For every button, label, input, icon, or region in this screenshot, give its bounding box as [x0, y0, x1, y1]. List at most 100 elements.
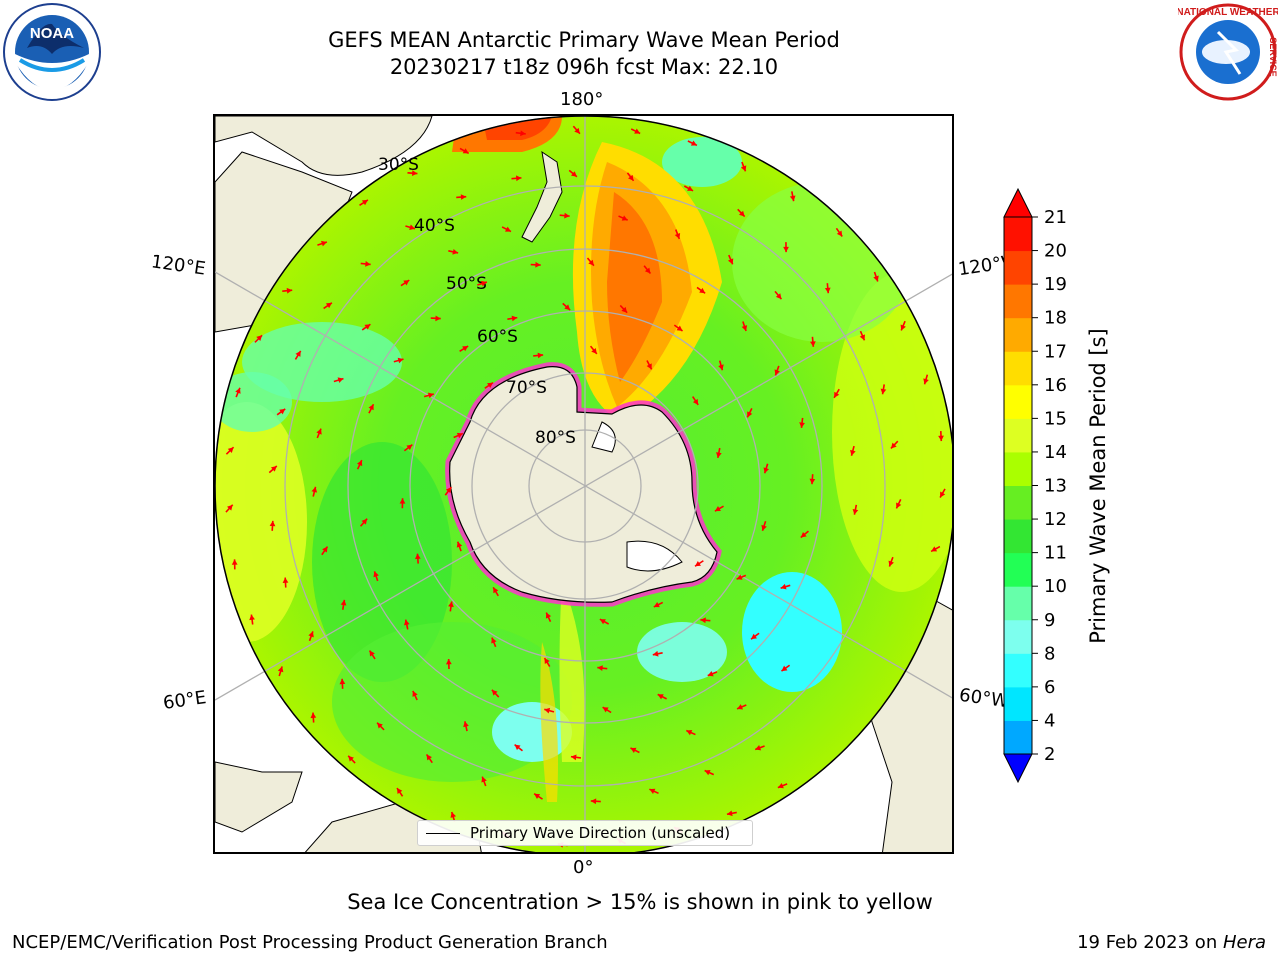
wave-arrow-head [231, 559, 238, 565]
wave-arrow-head [780, 583, 787, 590]
wave-arrow-head [322, 546, 328, 553]
colorbar-block [1004, 317, 1032, 352]
wave-arrow-head [574, 127, 580, 134]
lat-label-60s: 60°S [477, 327, 518, 347]
wave-arrow-head [774, 369, 780, 376]
wave-arrow-head [736, 574, 743, 580]
colorbar-block [1004, 250, 1032, 285]
wave-arrow-head [397, 357, 404, 364]
wave-arrow-head [511, 315, 518, 322]
colorbar-label: Primary Wave Mean Period [s] [1086, 328, 1110, 644]
graticule [215, 116, 952, 852]
wave-arrow-head [888, 560, 894, 567]
wave-arrow-head [406, 444, 413, 451]
wave-arrow-head [747, 411, 753, 418]
svg-text:SERVICE: SERVICE [1268, 37, 1278, 76]
wave-arrow-head [799, 422, 805, 428]
wave-arrow-head [462, 346, 469, 352]
lat-label-70s: 70°S [506, 378, 547, 398]
colorbar-block [1004, 653, 1032, 688]
colorbar-tick-label: 2 [1044, 744, 1055, 765]
colorbar-tick-label: 12 [1044, 509, 1067, 530]
wave-arrow-head [445, 658, 452, 665]
wave-arrow-head [356, 460, 363, 467]
lat-label-30s: 30°S [378, 155, 419, 175]
colorbar-block [1004, 451, 1032, 486]
wave-arrow-head [657, 694, 664, 700]
wave-arrow-head [644, 267, 651, 274]
colorbar-block [1004, 686, 1032, 721]
colorbar-tick-label: 15 [1044, 408, 1067, 429]
wave-arrow-head [707, 670, 714, 677]
colorbar-block [1004, 485, 1032, 520]
wave-arrow-head [700, 617, 706, 624]
wave-arrow-head [621, 306, 628, 313]
wave-arrow-head [940, 491, 946, 498]
wave-arrow-head [481, 776, 487, 783]
wave-arrow-head [850, 449, 856, 456]
colorbar-block [1004, 418, 1032, 453]
wave-arrow-head [369, 650, 375, 657]
wave-arrow-head [426, 754, 432, 761]
wave-arrow-head [692, 398, 699, 405]
chart-subtitle: 20230217 t18z 096h fcst Max: 22.10 [389, 55, 779, 79]
wave-arrow-head [487, 382, 494, 388]
colorbar-tick-label: 10 [1044, 576, 1067, 597]
map-legend: Primary Wave Direction (unscaled) [417, 820, 753, 846]
wave-arrow-head [460, 194, 467, 200]
wave-arrow-head [412, 690, 418, 697]
wave-arrow-head [859, 334, 865, 341]
wave-arrow-head [364, 324, 371, 330]
wave-arrow-head [365, 261, 371, 267]
wave-arrow-head [777, 782, 784, 789]
wave-arrow-head [310, 712, 317, 719]
svg-text:NATIONAL WEATHER: NATIONAL WEATHER [1178, 7, 1278, 18]
wave-arrow-head [320, 240, 327, 247]
wave-arrow-head [545, 612, 552, 619]
footer-date-text: 19 Feb 2023 on [1077, 932, 1223, 953]
wave-arrow-head [781, 665, 788, 672]
wave-arrow-head [714, 506, 721, 512]
wave-arrow-head [535, 261, 541, 268]
wave-arrow-head [809, 478, 816, 485]
wave-arrow-head [227, 504, 233, 511]
wave-arrow-head [348, 755, 354, 762]
noaa-logo: NOAA [3, 3, 101, 101]
wave-arrow-head [544, 658, 550, 665]
colorbar-block [1004, 284, 1032, 319]
wave-arrow-head [361, 199, 368, 206]
wave-arrow-head [339, 678, 346, 685]
wave-arrow-head [435, 315, 441, 322]
wave-arrow-head [726, 810, 733, 817]
wave-arrow-head [515, 175, 522, 182]
wave-arrow-head [900, 324, 906, 331]
wave-arrow-head [295, 350, 301, 357]
wave-arrow-head [628, 174, 634, 181]
wave-arrow-head [923, 378, 929, 385]
wave-arrow-head [399, 498, 406, 504]
lon-label-60e: 60°E [161, 687, 208, 714]
nws-logo: NATIONAL WEATHER SERVICE [1178, 3, 1278, 101]
wave-arrow-head [890, 442, 897, 449]
wave-arrow-head [931, 546, 938, 552]
wave-arrow-head [809, 341, 816, 347]
footer-credit: NCEP/EMC/Verification Post Processing Pr… [12, 932, 608, 953]
colorbar-max-arrow [1003, 187, 1033, 218]
wave-arrow-head [686, 730, 693, 736]
wave-arrow-head [704, 770, 711, 776]
wave-arrow-head [694, 560, 701, 567]
wave-arrow-head [588, 259, 594, 266]
wave-arrow-head [652, 650, 659, 657]
wave-arrow-head [493, 587, 499, 594]
colorbar-tick-label: 8 [1044, 643, 1055, 664]
wave-arrow-head [699, 287, 706, 294]
wave-arrow-head [282, 577, 289, 583]
wave-arrow-head [880, 388, 887, 395]
wave-arrow-head [727, 258, 734, 265]
colorbar-block [1004, 217, 1032, 252]
wave-arrow-head [938, 435, 944, 442]
wave-arrow-head [564, 212, 570, 219]
wave-arrow-head [377, 722, 383, 729]
wave-arrow-head [463, 721, 469, 728]
wave-arrow-head [621, 215, 628, 221]
